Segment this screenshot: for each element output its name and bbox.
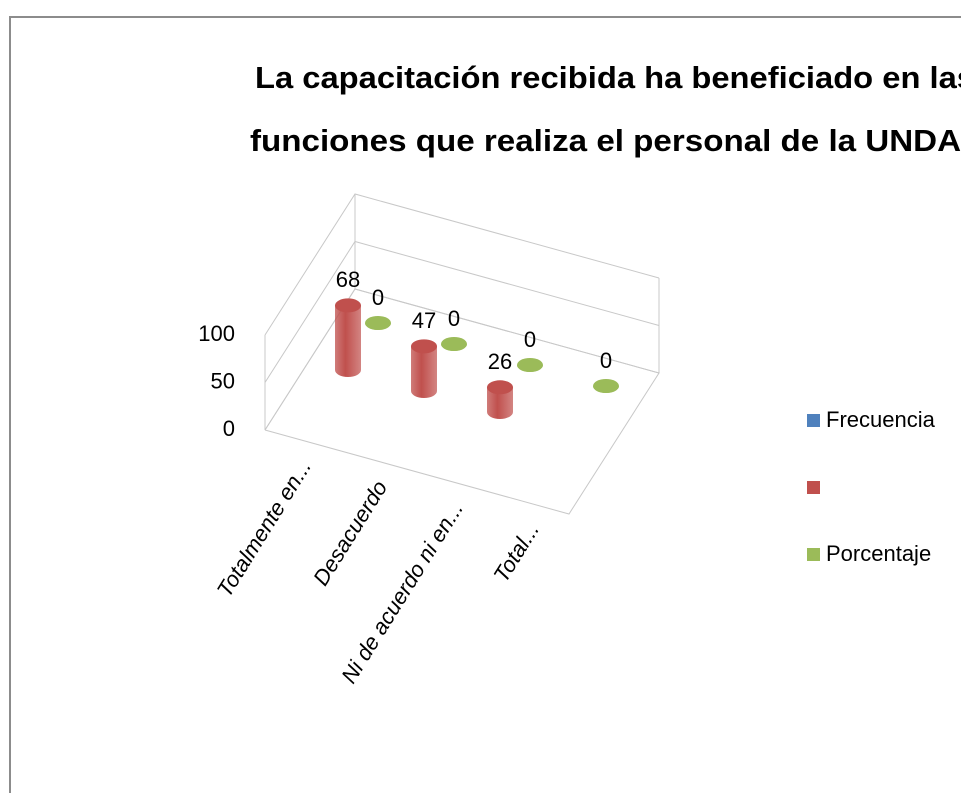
data-label: 68 — [336, 267, 360, 292]
cylinder-body — [411, 346, 437, 398]
cylinder-top — [517, 358, 543, 372]
legend-swatch — [807, 481, 820, 494]
legend-label: Porcentaje — [826, 541, 931, 566]
cylinder — [441, 337, 467, 351]
chart-title: La capacitación recibida ha beneficiado … — [255, 60, 961, 95]
y-tick-label: 50 — [211, 368, 235, 393]
cylinder — [487, 380, 513, 419]
x-tick-label: Total... — [488, 518, 544, 587]
legend-swatch — [807, 414, 820, 427]
grid-line — [264, 193, 660, 336]
y-tick-label: 100 — [198, 321, 235, 346]
y-tick-label: 0 — [223, 416, 235, 441]
left-wall — [264, 288, 660, 515]
x-tick-label: Desacuerdo — [308, 476, 392, 590]
data-label: 0 — [524, 327, 536, 352]
data-label: 26 — [488, 349, 512, 374]
x-tick-label: Totalmente en... — [212, 455, 316, 601]
data-label: 47 — [412, 308, 436, 333]
data-label: 0 — [448, 306, 460, 331]
chart-frame — [9, 16, 961, 793]
cylinder-top — [593, 379, 619, 393]
legend-label: Frecuencia — [826, 407, 936, 432]
cylinder — [335, 298, 361, 377]
cylinder-top — [335, 298, 361, 313]
data-label: 0 — [600, 348, 612, 373]
legend-swatch — [807, 548, 820, 561]
cylinder-top — [411, 339, 437, 354]
cylinder — [517, 358, 543, 372]
cylinder-top — [441, 337, 467, 351]
cylinder — [411, 339, 437, 398]
data-label: 0 — [372, 285, 384, 310]
cylinder-body — [487, 387, 513, 419]
chart-title: funciones que realiza el personal de la … — [250, 123, 961, 158]
cylinder — [365, 316, 391, 330]
cylinder-top — [365, 316, 391, 330]
cylinder — [593, 379, 619, 393]
cylinder-top — [487, 380, 513, 395]
cylinder-body — [335, 305, 361, 377]
